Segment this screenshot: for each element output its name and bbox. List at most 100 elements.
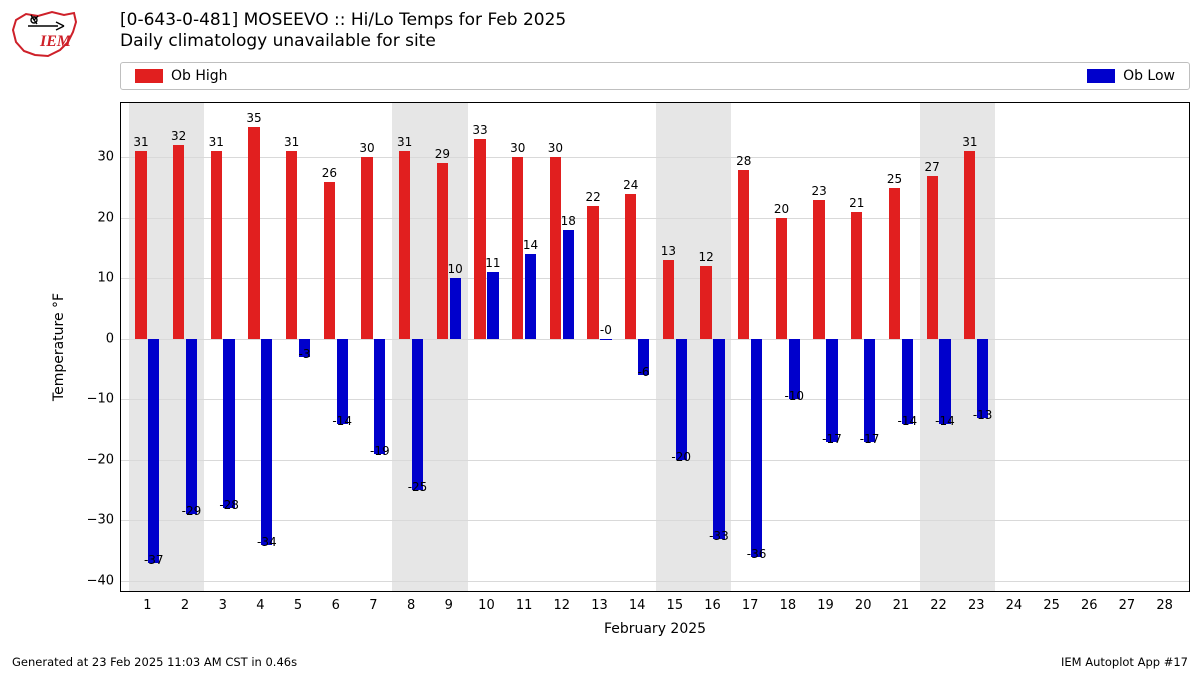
low-bar bbox=[676, 339, 687, 460]
x-tick-label: 18 bbox=[780, 591, 797, 613]
high-value-label: 13 bbox=[661, 244, 676, 258]
low-value-label: -29 bbox=[182, 504, 202, 518]
high-bar bbox=[663, 260, 674, 339]
high-bar bbox=[173, 145, 184, 339]
y-axis-label: Temperature °F bbox=[51, 293, 67, 401]
x-tick-label: 11 bbox=[516, 591, 533, 613]
legend-label-high: Ob High bbox=[171, 68, 228, 84]
high-value-label: 24 bbox=[623, 178, 638, 192]
high-bar bbox=[211, 151, 222, 339]
x-tick-label: 6 bbox=[332, 591, 340, 613]
high-value-label: 32 bbox=[171, 129, 186, 143]
x-tick-label: 26 bbox=[1081, 591, 1098, 613]
high-bar bbox=[813, 200, 824, 339]
high-value-label: 27 bbox=[925, 160, 940, 174]
high-value-label: 30 bbox=[510, 141, 525, 155]
x-tick-label: 28 bbox=[1156, 591, 1173, 613]
x-tick-label: 9 bbox=[445, 591, 453, 613]
x-tick-label: 14 bbox=[629, 591, 646, 613]
y-tick-label: 0 bbox=[106, 331, 121, 346]
y-tick-label: −30 bbox=[87, 513, 121, 528]
title-line-2: Daily climatology unavailable for site bbox=[120, 31, 566, 52]
legend-swatch-high bbox=[135, 69, 163, 83]
high-value-label: 31 bbox=[284, 135, 299, 149]
high-value-label: 20 bbox=[774, 202, 789, 216]
x-tick-label: 16 bbox=[704, 591, 721, 613]
x-tick-label: 24 bbox=[1006, 591, 1023, 613]
low-value-label: -34 bbox=[257, 535, 277, 549]
high-bar bbox=[248, 127, 259, 339]
x-tick-label: 25 bbox=[1043, 591, 1060, 613]
high-bar bbox=[324, 182, 335, 339]
high-bar bbox=[964, 151, 975, 339]
x-tick-label: 15 bbox=[667, 591, 684, 613]
high-bar bbox=[135, 151, 146, 339]
x-tick-label: 20 bbox=[855, 591, 872, 613]
x-tick-label: 22 bbox=[930, 591, 947, 613]
low-value-label: -0 bbox=[600, 323, 612, 337]
high-bar bbox=[625, 194, 636, 339]
x-tick-label: 17 bbox=[742, 591, 759, 613]
x-tick-label: 8 bbox=[407, 591, 415, 613]
plot-area: Temperature °F February 2025 −40−30−20−1… bbox=[120, 102, 1190, 592]
x-tick-label: 3 bbox=[219, 591, 227, 613]
low-bar bbox=[902, 339, 913, 424]
high-bar bbox=[474, 139, 485, 339]
high-value-label: 12 bbox=[698, 250, 713, 264]
low-bar bbox=[487, 272, 498, 339]
high-bar bbox=[700, 266, 711, 339]
low-bar bbox=[261, 339, 272, 545]
high-bar bbox=[286, 151, 297, 339]
high-value-label: 33 bbox=[472, 123, 487, 137]
high-bar bbox=[437, 163, 448, 338]
x-tick-label: 1 bbox=[143, 591, 151, 613]
high-value-label: 21 bbox=[849, 196, 864, 210]
legend-swatch-low bbox=[1087, 69, 1115, 83]
x-axis-label: February 2025 bbox=[604, 591, 706, 637]
title-line-1: [0-643-0-481] MOSEEVO :: Hi/Lo Temps for… bbox=[120, 10, 566, 31]
high-value-label: 29 bbox=[435, 147, 450, 161]
low-bar bbox=[600, 339, 611, 340]
low-value-label: -37 bbox=[144, 553, 164, 567]
y-tick-label: −20 bbox=[87, 452, 121, 467]
low-value-label: 14 bbox=[523, 238, 538, 252]
low-value-label: -19 bbox=[370, 444, 390, 458]
chart-title: [0-643-0-481] MOSEEVO :: Hi/Lo Temps for… bbox=[120, 10, 566, 53]
low-value-label: -10 bbox=[784, 389, 804, 403]
low-bar bbox=[337, 339, 348, 424]
low-value-label: -28 bbox=[219, 498, 239, 512]
low-bar bbox=[826, 339, 837, 442]
high-value-label: 35 bbox=[246, 111, 261, 125]
high-value-label: 23 bbox=[811, 184, 826, 198]
low-value-label: -14 bbox=[935, 414, 955, 428]
low-value-label: -14 bbox=[897, 414, 917, 428]
gridline bbox=[121, 157, 1189, 158]
gridline bbox=[121, 278, 1189, 279]
x-tick-label: 13 bbox=[591, 591, 608, 613]
low-value-label: -13 bbox=[973, 408, 993, 422]
y-tick-label: 10 bbox=[97, 271, 121, 286]
x-tick-label: 19 bbox=[817, 591, 834, 613]
high-value-label: 30 bbox=[359, 141, 374, 155]
low-value-label: -17 bbox=[860, 432, 880, 446]
high-bar bbox=[776, 218, 787, 339]
high-value-label: 26 bbox=[322, 166, 337, 180]
low-bar bbox=[563, 230, 574, 339]
gridline bbox=[121, 339, 1189, 340]
gridline bbox=[121, 520, 1189, 521]
y-tick-label: −40 bbox=[87, 573, 121, 588]
y-tick-label: 20 bbox=[97, 210, 121, 225]
high-bar bbox=[587, 206, 598, 339]
low-bar bbox=[450, 278, 461, 338]
high-value-label: 25 bbox=[887, 172, 902, 186]
high-bar bbox=[399, 151, 410, 339]
legend-item-low: Ob Low bbox=[1087, 68, 1175, 84]
high-bar bbox=[889, 188, 900, 339]
low-bar bbox=[525, 254, 536, 339]
x-tick-label: 12 bbox=[554, 591, 571, 613]
high-bar bbox=[851, 212, 862, 339]
x-tick-label: 2 bbox=[181, 591, 189, 613]
high-value-label: 22 bbox=[585, 190, 600, 204]
low-value-label: 10 bbox=[448, 262, 463, 276]
legend-item-high: Ob High bbox=[135, 68, 228, 84]
